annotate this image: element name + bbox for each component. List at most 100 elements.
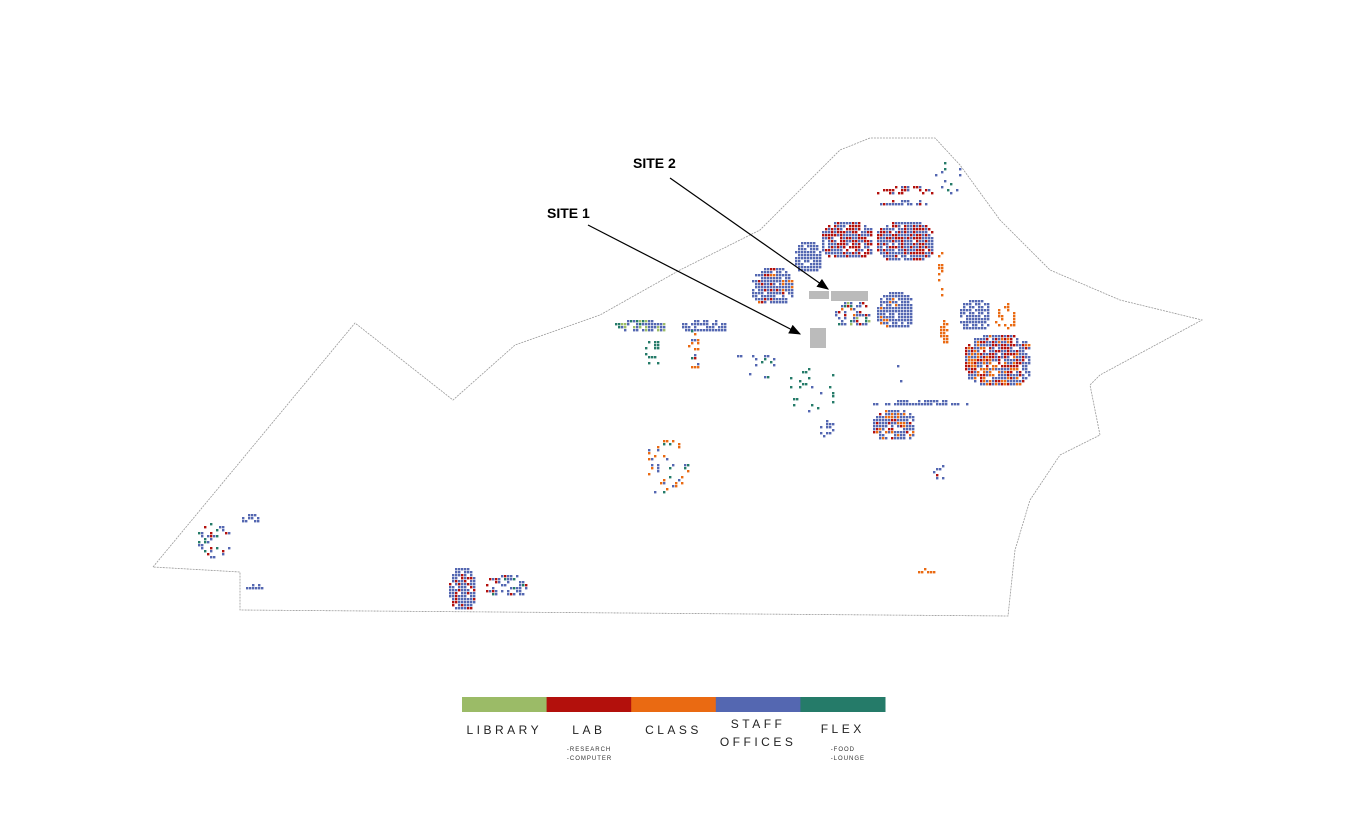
block-cell xyxy=(773,364,776,367)
block-cell xyxy=(892,298,895,301)
block-cell xyxy=(927,400,930,403)
block-cell xyxy=(470,580,473,583)
block-cell xyxy=(767,271,770,274)
block-cell xyxy=(1004,371,1007,374)
block-cell xyxy=(1001,374,1004,377)
block-cell xyxy=(755,364,758,367)
block-cell xyxy=(980,359,983,362)
block-cell xyxy=(461,568,464,571)
block-cell xyxy=(1013,356,1016,359)
block-cell xyxy=(648,341,651,344)
block-cell xyxy=(216,529,219,532)
block-cell xyxy=(971,365,974,368)
block-cell xyxy=(1004,324,1007,327)
block-cell xyxy=(971,368,974,371)
block-cell xyxy=(654,491,657,494)
block-cell xyxy=(1022,380,1025,383)
block-cell xyxy=(910,304,913,307)
block-cell xyxy=(919,243,922,246)
block-cell xyxy=(826,432,829,435)
block-cell xyxy=(992,365,995,368)
block-cell xyxy=(1025,344,1028,347)
block-cell xyxy=(207,541,210,544)
block-cell xyxy=(1025,362,1028,365)
block-cell xyxy=(507,581,510,584)
block-cell xyxy=(654,356,657,359)
block-cell xyxy=(843,237,846,240)
block-cell xyxy=(501,575,504,578)
block-cell xyxy=(1025,371,1028,374)
block-cell xyxy=(894,431,897,434)
block-cell xyxy=(828,237,831,240)
block-cell xyxy=(525,587,528,590)
block-cell xyxy=(907,189,910,192)
block-cell xyxy=(998,324,1001,327)
block-cell xyxy=(898,325,901,328)
block-cell xyxy=(1013,365,1016,368)
block-cell xyxy=(903,422,906,425)
block-cell xyxy=(1004,383,1007,386)
block-cell xyxy=(846,222,849,225)
block-cell xyxy=(931,246,934,249)
block-cell xyxy=(969,306,972,309)
block-cell xyxy=(678,443,681,446)
block-cell xyxy=(773,358,776,361)
block-cell xyxy=(785,289,788,292)
block-cell xyxy=(1007,353,1010,356)
block-cell xyxy=(858,252,861,255)
block-cell xyxy=(965,347,968,350)
block-cell xyxy=(846,231,849,234)
block-cell xyxy=(791,286,794,289)
block-cell xyxy=(885,416,888,419)
block-cell xyxy=(1010,335,1013,338)
block-cell xyxy=(770,301,773,304)
block-cell xyxy=(901,298,904,301)
block-cell xyxy=(473,580,476,583)
block-cell xyxy=(675,485,678,488)
block-cell xyxy=(907,222,910,225)
block-cell xyxy=(242,517,245,520)
block-cell xyxy=(464,604,467,607)
legend-label: LIBRARY xyxy=(466,723,542,737)
block-cell xyxy=(694,339,697,342)
block-cell xyxy=(1025,368,1028,371)
block-cell xyxy=(928,243,931,246)
block-cell xyxy=(801,266,804,269)
block-cell xyxy=(992,374,995,377)
block-cell xyxy=(974,377,977,380)
block-cell xyxy=(912,419,915,422)
block-cell xyxy=(986,341,989,344)
block-cell xyxy=(916,203,919,206)
block-cell xyxy=(998,338,1001,341)
block-cell xyxy=(913,234,916,237)
block-cell xyxy=(758,280,761,283)
block-cell xyxy=(972,300,975,303)
block-cell xyxy=(983,347,986,350)
block-cell xyxy=(452,574,455,577)
block-cell xyxy=(807,266,810,269)
block-cell xyxy=(879,428,882,431)
block-cell xyxy=(810,245,813,248)
legend-label: LAB xyxy=(572,723,605,737)
block-cell xyxy=(805,371,808,374)
block-cell xyxy=(892,237,895,240)
block-cell xyxy=(877,316,880,319)
block-cell xyxy=(971,359,974,362)
block-cell xyxy=(452,586,455,589)
block-cell xyxy=(703,320,706,323)
block-cell xyxy=(666,488,669,491)
block-cell xyxy=(906,416,909,419)
block-cell xyxy=(877,192,880,195)
block-cell xyxy=(972,321,975,324)
block-cell xyxy=(938,273,941,276)
block-cell xyxy=(983,374,986,377)
block-cell xyxy=(216,547,219,550)
block-cell xyxy=(779,268,782,271)
block-cell xyxy=(983,377,986,380)
block-cell xyxy=(210,550,213,553)
block-cell xyxy=(1013,368,1016,371)
block-cell xyxy=(1004,374,1007,377)
block-cell xyxy=(849,234,852,237)
block-cell xyxy=(858,255,861,258)
block-cell xyxy=(822,240,825,243)
